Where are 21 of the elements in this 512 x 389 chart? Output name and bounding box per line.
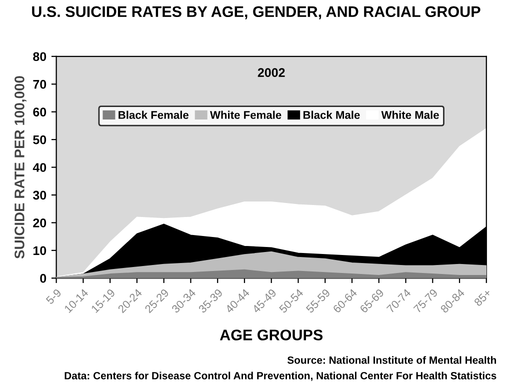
y-axis-title: SUICIDE RATE PER 100,000 xyxy=(14,76,26,259)
y-tick-label: 30 xyxy=(32,190,46,200)
text: 2002 xyxy=(258,68,285,78)
x-axis-title: AGE GROUPS xyxy=(220,330,323,340)
text: Data: Centers for Disease Control And Prevention, National Center For Health Statistics xyxy=(64,372,496,381)
chart-title: U.S. SUICIDE RATES BY AGE, GENDER, AND RACIAL GROUP xyxy=(32,6,480,20)
legend-label: Black Female xyxy=(118,110,189,119)
x-tick-label: 5-9 xyxy=(45,288,62,305)
legend-label: White Female xyxy=(210,110,282,119)
y-tick-label: 0 xyxy=(40,274,46,283)
y-tick-label: 50 xyxy=(33,135,46,144)
y-tick-label: 10 xyxy=(33,246,46,256)
y-tick-label: 80 xyxy=(33,52,46,62)
y-tick-label: 20 xyxy=(33,218,46,228)
y-tick-label: 60 xyxy=(33,108,46,116)
source-note: Source: National Institute of Mental Health xyxy=(287,356,496,364)
legend-label: Black Male xyxy=(303,110,360,119)
x-tick-label: 85+ xyxy=(474,288,492,307)
y-tick-label: 40 xyxy=(32,163,46,172)
legend-label: White Male xyxy=(381,110,439,119)
y-tick-label: 70 xyxy=(33,80,46,89)
